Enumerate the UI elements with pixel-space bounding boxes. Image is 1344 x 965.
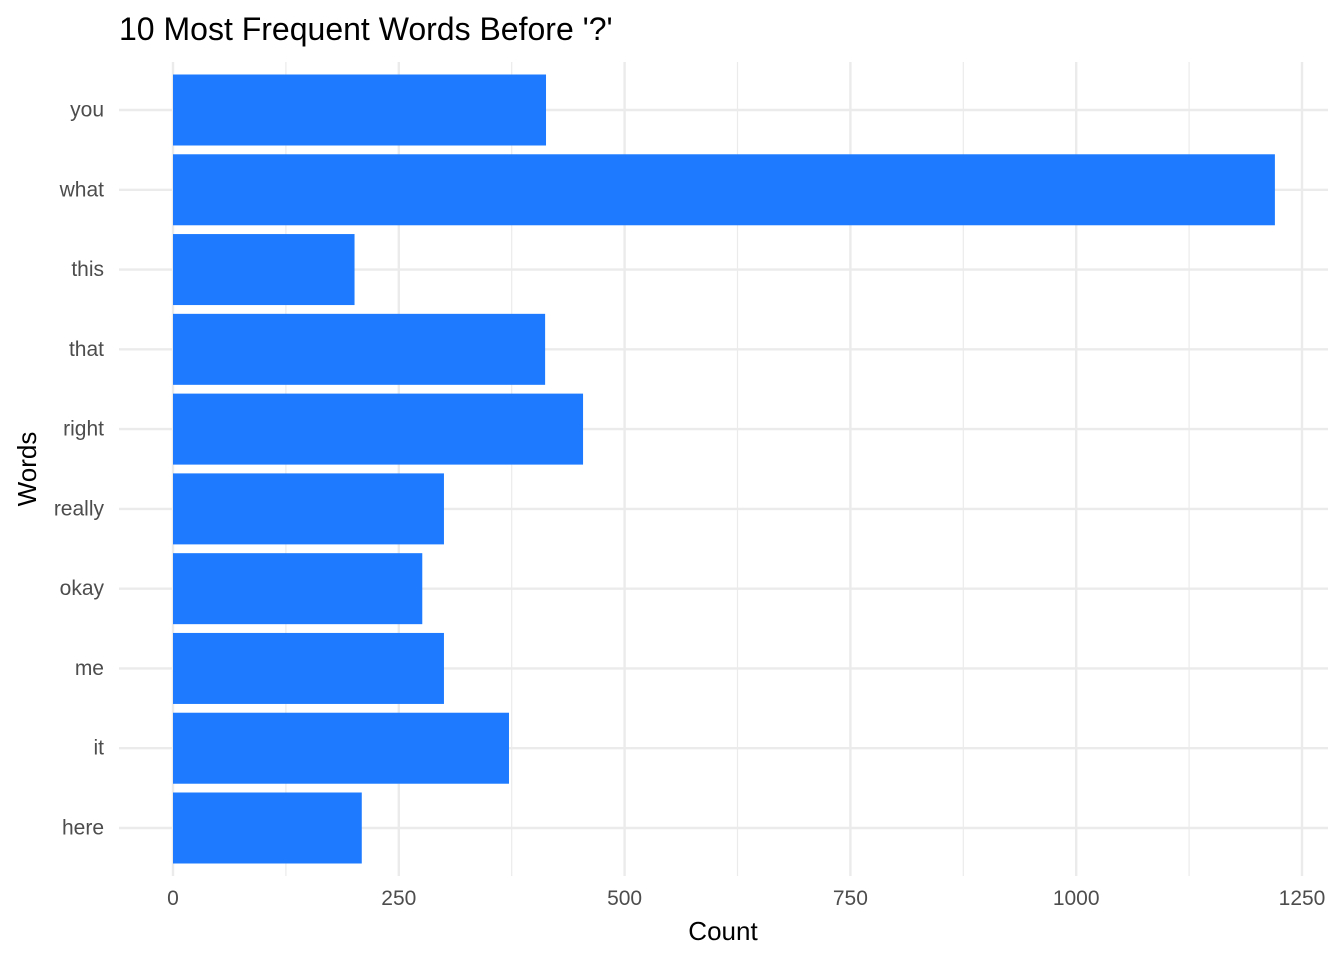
bar-layer bbox=[173, 74, 1275, 864]
y-tick-label: that bbox=[69, 338, 104, 361]
y-tick-label: this bbox=[71, 258, 104, 281]
x-tick-label: 1250 bbox=[1279, 887, 1326, 910]
y-axis-title: Words bbox=[12, 432, 42, 507]
bar-that bbox=[173, 313, 546, 385]
bar-it bbox=[173, 712, 509, 784]
y-tick-label: right bbox=[63, 418, 104, 441]
x-tick-label: 250 bbox=[381, 887, 416, 910]
y-tick-label: okay bbox=[60, 577, 105, 600]
bar-here bbox=[173, 792, 362, 864]
label-layer: you what this that right really okay me it here 0 2… bbox=[54, 99, 1326, 911]
y-tick-label: really bbox=[54, 497, 105, 520]
bar-okay bbox=[173, 553, 423, 625]
y-tick-label: here bbox=[62, 817, 104, 840]
x-axis-title: Count bbox=[688, 916, 758, 946]
y-tick-label: it bbox=[94, 737, 105, 760]
y-tick-label: me bbox=[75, 657, 104, 680]
y-tick-label: what bbox=[59, 178, 105, 201]
bar-right bbox=[173, 393, 584, 465]
bar-me bbox=[173, 632, 444, 704]
y-tick-label: you bbox=[70, 99, 104, 122]
bar-what bbox=[173, 154, 1275, 226]
x-tick-label: 750 bbox=[833, 887, 868, 910]
x-tick-label: 0 bbox=[167, 887, 179, 910]
bar-you bbox=[173, 74, 547, 146]
bar-this bbox=[173, 234, 355, 306]
bar-really bbox=[173, 473, 444, 545]
chart-title: 10 Most Frequent Words Before '?' bbox=[119, 11, 613, 47]
x-tick-label: 500 bbox=[607, 887, 642, 910]
x-tick-label: 1000 bbox=[1053, 887, 1100, 910]
